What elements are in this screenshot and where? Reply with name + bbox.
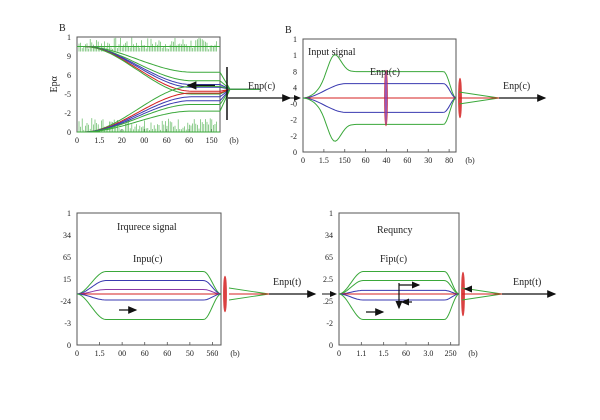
series-line bbox=[76, 289, 222, 295]
y-tick-label: 8 bbox=[293, 67, 297, 76]
series-line bbox=[338, 271, 460, 295]
series-line bbox=[77, 46, 260, 90]
series-line bbox=[338, 293, 460, 320]
x-tick-label: 80 bbox=[445, 156, 453, 165]
panel-title: Requncy bbox=[377, 225, 413, 236]
y-tick-label: 2.5 bbox=[323, 275, 333, 284]
series-line bbox=[77, 88, 260, 133]
y-tick-label: 1 bbox=[67, 33, 71, 42]
x-tick-label: (b) bbox=[468, 349, 478, 358]
y-tick-label: 34 bbox=[63, 231, 71, 240]
y-tick-label: -2 bbox=[290, 116, 297, 125]
x-tick-label: 60 bbox=[163, 136, 171, 145]
y-tick-label: 9 bbox=[67, 52, 71, 61]
x-tick-label: (b) bbox=[465, 156, 475, 165]
y-tick-label: 0 bbox=[67, 128, 71, 137]
series-line bbox=[76, 280, 222, 295]
y-tick-label: 0 bbox=[67, 341, 71, 350]
series-line bbox=[76, 293, 222, 301]
y-tick-label: 1 bbox=[329, 209, 333, 218]
focal-lens-marker bbox=[223, 275, 227, 313]
x-tick-label: 560 bbox=[206, 349, 218, 358]
output-label: Enp(c) bbox=[503, 81, 530, 92]
plot-frame bbox=[76, 212, 222, 346]
x-tick-label: 60 bbox=[141, 349, 149, 358]
y-tick-label: -2 bbox=[290, 132, 297, 141]
x-tick-label: 250 bbox=[445, 349, 457, 358]
panel-top-right: 1 1 8 4 -0 -2 -2 00 1.5 150 60 40 60 30 80 (b) B Input si… bbox=[285, 25, 547, 165]
x-tick-label: 60 bbox=[403, 156, 411, 165]
y-tick-label: 1 bbox=[293, 35, 297, 44]
x-tick-label: 150 bbox=[206, 136, 218, 145]
series-line bbox=[76, 271, 222, 295]
y-tick-label: 65 bbox=[325, 253, 333, 262]
x-tick-label: 60 bbox=[362, 156, 370, 165]
y-tick-label: -24 bbox=[60, 297, 71, 306]
y-tick-label: 4 bbox=[293, 83, 297, 92]
y-tick-label: 1 bbox=[67, 209, 71, 218]
panel-title: Irqurece signal bbox=[117, 222, 177, 233]
x-tick-label: 00 bbox=[140, 136, 148, 145]
x-tick-label: 1.5 bbox=[379, 349, 389, 358]
y-tick-label: 0 bbox=[329, 341, 333, 350]
x-tick-label: 60 bbox=[402, 349, 410, 358]
y-tick-label: 34 bbox=[325, 231, 333, 240]
y-tick-label: 0 bbox=[293, 148, 297, 157]
y-tick-label: 15 bbox=[63, 275, 71, 284]
series-line bbox=[302, 97, 457, 113]
y-tick-label: -2 bbox=[326, 319, 333, 328]
x-tick-label: 0 bbox=[75, 349, 79, 358]
plot-frame bbox=[302, 38, 457, 153]
series-line bbox=[302, 54, 457, 99]
y-tick-label: 65 bbox=[63, 253, 71, 262]
x-tick-label: 0 bbox=[337, 349, 341, 358]
y-tick-label: -2 bbox=[64, 109, 71, 118]
output-label: Enpι(t) bbox=[273, 277, 301, 288]
inner-label: Fipι(c) bbox=[380, 254, 407, 265]
series-line bbox=[302, 97, 457, 142]
panel-bottom-right: 1 34 65 2.5 .25 -2 00 1.1 1.5 60 3.0 250 (b) Requncy F… bbox=[322, 209, 557, 358]
y-tick-label: -3 bbox=[64, 319, 71, 328]
x-tick-label: 60 bbox=[185, 136, 193, 145]
x-tick-label: 0 bbox=[301, 156, 305, 165]
output-label: Enpt(t) bbox=[513, 277, 541, 288]
plot-frame bbox=[338, 212, 460, 346]
panel-title: Input signal bbox=[308, 47, 356, 58]
output-label: Enp(c) bbox=[248, 81, 275, 92]
x-tick-label: 150 bbox=[339, 156, 351, 165]
x-tick-label: 1.5 bbox=[94, 136, 104, 145]
series-line bbox=[77, 46, 260, 95]
x-tick-label: 30 bbox=[424, 156, 432, 165]
x-tick-label: 3.0 bbox=[423, 349, 433, 358]
x-tick-label: 60 bbox=[163, 349, 171, 358]
y-tick-label: .25 bbox=[323, 297, 333, 306]
x-tick-label: 0 bbox=[75, 136, 79, 145]
series-line bbox=[77, 46, 260, 90]
x-tick-label: (b) bbox=[229, 136, 239, 145]
y-tick-label: 6 bbox=[67, 71, 71, 80]
x-tick-label: 40 bbox=[383, 156, 391, 165]
y-tick-label: -0 bbox=[290, 100, 297, 109]
panel-bottom-left: 1 34 65 15 -24 -3 00 1.5 00 60 60 50 560 (b) Irqurece … bbox=[60, 209, 317, 358]
panel-letter: B bbox=[285, 25, 292, 36]
x-tick-label: 20 bbox=[118, 136, 126, 145]
x-tick-label: 1.1 bbox=[356, 349, 366, 358]
series-line bbox=[302, 83, 457, 99]
x-tick-label: 1.5 bbox=[95, 349, 105, 358]
x-tick-label: 00 bbox=[118, 349, 126, 358]
x-tick-label: (b) bbox=[230, 349, 240, 358]
series-line bbox=[338, 280, 460, 295]
y-tick-label: 1 bbox=[293, 51, 297, 60]
panel-top-left: 1 9 6 -5 -2 00 1.5 20 00 60 60 150 (b) B Epα Enp(c) bbox=[49, 23, 292, 145]
y-axis-label: Epα bbox=[49, 75, 60, 92]
x-tick-label: 50 bbox=[186, 349, 194, 358]
inner-label: Enpι(c) bbox=[370, 67, 400, 78]
y-tick-label: -5 bbox=[64, 90, 71, 99]
inner-label: Inpu(c) bbox=[133, 254, 162, 265]
series-line bbox=[76, 293, 222, 320]
focal-lens-marker bbox=[384, 69, 388, 127]
x-tick-label: 1.5 bbox=[319, 156, 329, 165]
panel-letter: B bbox=[59, 23, 66, 34]
